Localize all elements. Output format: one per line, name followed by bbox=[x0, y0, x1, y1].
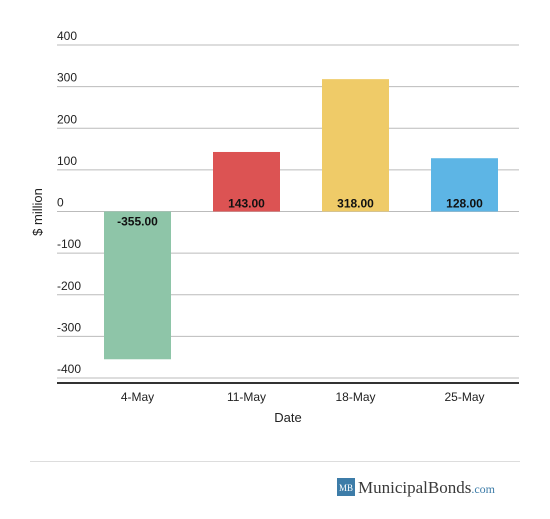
y-tick-label: -400 bbox=[57, 362, 81, 376]
brand: MunicipalBonds.com bbox=[358, 478, 496, 497]
value-label: 318.00 bbox=[337, 197, 374, 211]
y-tick-label: 100 bbox=[57, 154, 77, 168]
bar bbox=[213, 151, 280, 212]
x-tick-label: 11-May bbox=[227, 390, 266, 404]
y-tick-label: 0 bbox=[57, 196, 64, 210]
brand-name: MunicipalBonds bbox=[358, 478, 471, 497]
y-axis-label: $ million bbox=[30, 188, 45, 236]
value-label: 128.00 bbox=[446, 197, 483, 211]
y-tick-label: 300 bbox=[57, 71, 77, 85]
logo-box bbox=[337, 478, 355, 496]
y-tick-label: -300 bbox=[57, 320, 81, 334]
bar bbox=[104, 211, 171, 360]
x-tick-label: 25-May bbox=[444, 390, 484, 404]
y-tick-label: -100 bbox=[57, 237, 81, 251]
y-tick-label: 400 bbox=[57, 29, 77, 43]
x-tick-label: 18-May bbox=[335, 390, 375, 404]
bar bbox=[431, 158, 498, 212]
x-axis-label: Date bbox=[274, 410, 301, 425]
value-label: 143.00 bbox=[228, 197, 265, 211]
y-tick-label: -200 bbox=[57, 279, 81, 293]
logo-mark: MB bbox=[339, 483, 353, 493]
bar bbox=[322, 79, 389, 212]
value-label: -355.00 bbox=[117, 215, 158, 229]
x-tick-label: 4-May bbox=[121, 390, 154, 404]
brand-tld: .com bbox=[471, 482, 495, 496]
y-tick-label: 200 bbox=[57, 112, 77, 126]
